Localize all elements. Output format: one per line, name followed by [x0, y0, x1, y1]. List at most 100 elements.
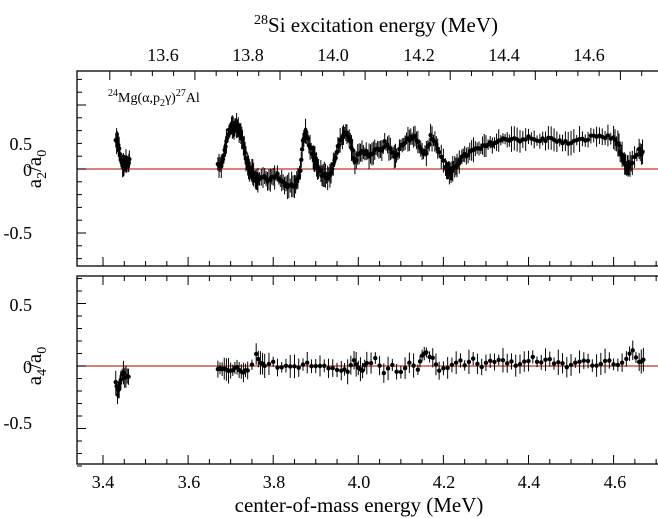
data-point [539, 360, 543, 364]
data-point [509, 359, 513, 363]
data-point [518, 362, 522, 366]
data-point [471, 356, 475, 360]
data-point [352, 358, 356, 362]
bottom-data-points [114, 341, 646, 405]
data-point [299, 158, 303, 162]
data-point [369, 361, 373, 365]
data-point [556, 360, 560, 364]
data-point [492, 360, 496, 364]
data-point [577, 360, 581, 364]
data-point [611, 362, 615, 366]
data-point [462, 363, 466, 367]
data-point [497, 358, 501, 362]
data-point [505, 361, 509, 365]
data-point [522, 359, 526, 363]
data-point [416, 367, 420, 371]
data-point [439, 155, 443, 159]
data-point [223, 144, 227, 148]
data-point [569, 363, 573, 367]
data-point [326, 366, 330, 370]
data-point [221, 157, 225, 161]
data-point [552, 361, 556, 365]
data-point [543, 358, 547, 362]
bottom-y-axis-title: a4/a0 [22, 347, 50, 385]
bottom-panel: 0.5 0 -0.5 3.4 3.6 3.8 4.0 4.2 4.4 4.6 c… [4, 276, 658, 517]
top-panel: 0.5 0 -0.5 13.6 13.8 14.0 14.2 14.4 14.6… [4, 13, 658, 266]
data-point [616, 363, 620, 367]
data-point [458, 358, 462, 362]
reaction-label: 24Mg(α,p2γ)27Al [108, 88, 200, 109]
data-point [365, 361, 369, 365]
data-point [582, 358, 586, 362]
data-point [382, 371, 386, 375]
sec-xtick-14.0: 14.0 [317, 45, 349, 65]
data-point [377, 363, 381, 367]
ytick-top-0.5: 0.5 [10, 134, 33, 154]
data-point [250, 363, 254, 367]
sec-xtick-14.6: 14.6 [573, 45, 605, 65]
data-point [403, 366, 407, 370]
data-point [254, 352, 258, 356]
data-point [437, 150, 441, 154]
data-point [514, 363, 518, 367]
sec-xtick-13.8: 13.8 [232, 45, 264, 65]
data-point [349, 363, 353, 367]
data-point [445, 366, 449, 370]
data-point [437, 369, 441, 373]
data-point [399, 370, 403, 374]
data-point [256, 357, 260, 361]
data-point [450, 363, 454, 367]
xtick-3.6: 3.6 [178, 472, 201, 492]
data-point [418, 359, 422, 363]
data-point [373, 356, 377, 360]
data-point [284, 364, 288, 368]
ytick-bottom-neg0.5: -0.5 [4, 413, 33, 433]
data-point [431, 356, 435, 360]
data-point [488, 359, 492, 363]
secondary-x-axis-title: 28Si excitation energy (MeV) [254, 13, 498, 37]
sec-xtick-14.2: 14.2 [403, 45, 435, 65]
data-point [441, 158, 445, 162]
data-point [620, 360, 624, 364]
data-point [335, 368, 339, 372]
top-data-points [114, 113, 645, 199]
data-point [407, 361, 411, 365]
data-point [267, 362, 271, 366]
data-point [305, 360, 309, 364]
data-point [280, 365, 284, 369]
data-point [360, 368, 364, 372]
data-point [301, 362, 305, 366]
data-point [631, 348, 635, 352]
data-point [331, 366, 335, 370]
data-point [599, 362, 603, 366]
data-point [641, 357, 645, 361]
data-point [573, 360, 577, 364]
data-point [126, 374, 130, 378]
data-point [300, 147, 304, 151]
data-point [467, 360, 471, 364]
data-point [501, 358, 505, 362]
data-point [548, 357, 552, 361]
data-point [117, 146, 121, 150]
data-point [586, 137, 590, 141]
data-point [640, 150, 644, 154]
xtick-4.0: 4.0 [348, 472, 371, 492]
data-point [590, 363, 594, 367]
data-point [275, 365, 279, 369]
data-point [594, 363, 598, 367]
secondary-x-ticks [110, 71, 642, 80]
top-y-axis-title: a2/a0 [22, 150, 50, 188]
xtick-4.6: 4.6 [604, 472, 627, 492]
x-axis-title: center-of-mass energy (MeV) [235, 493, 484, 517]
data-point [394, 370, 398, 374]
data-point [565, 365, 569, 369]
top-panel-bottom-ticks [103, 257, 656, 266]
data-point [322, 364, 326, 368]
data-point [262, 364, 266, 368]
data-point [586, 359, 590, 363]
data-point [318, 364, 322, 368]
data-point [424, 350, 428, 354]
data-point [531, 355, 535, 359]
data-point [607, 358, 611, 362]
data-point [627, 351, 631, 355]
